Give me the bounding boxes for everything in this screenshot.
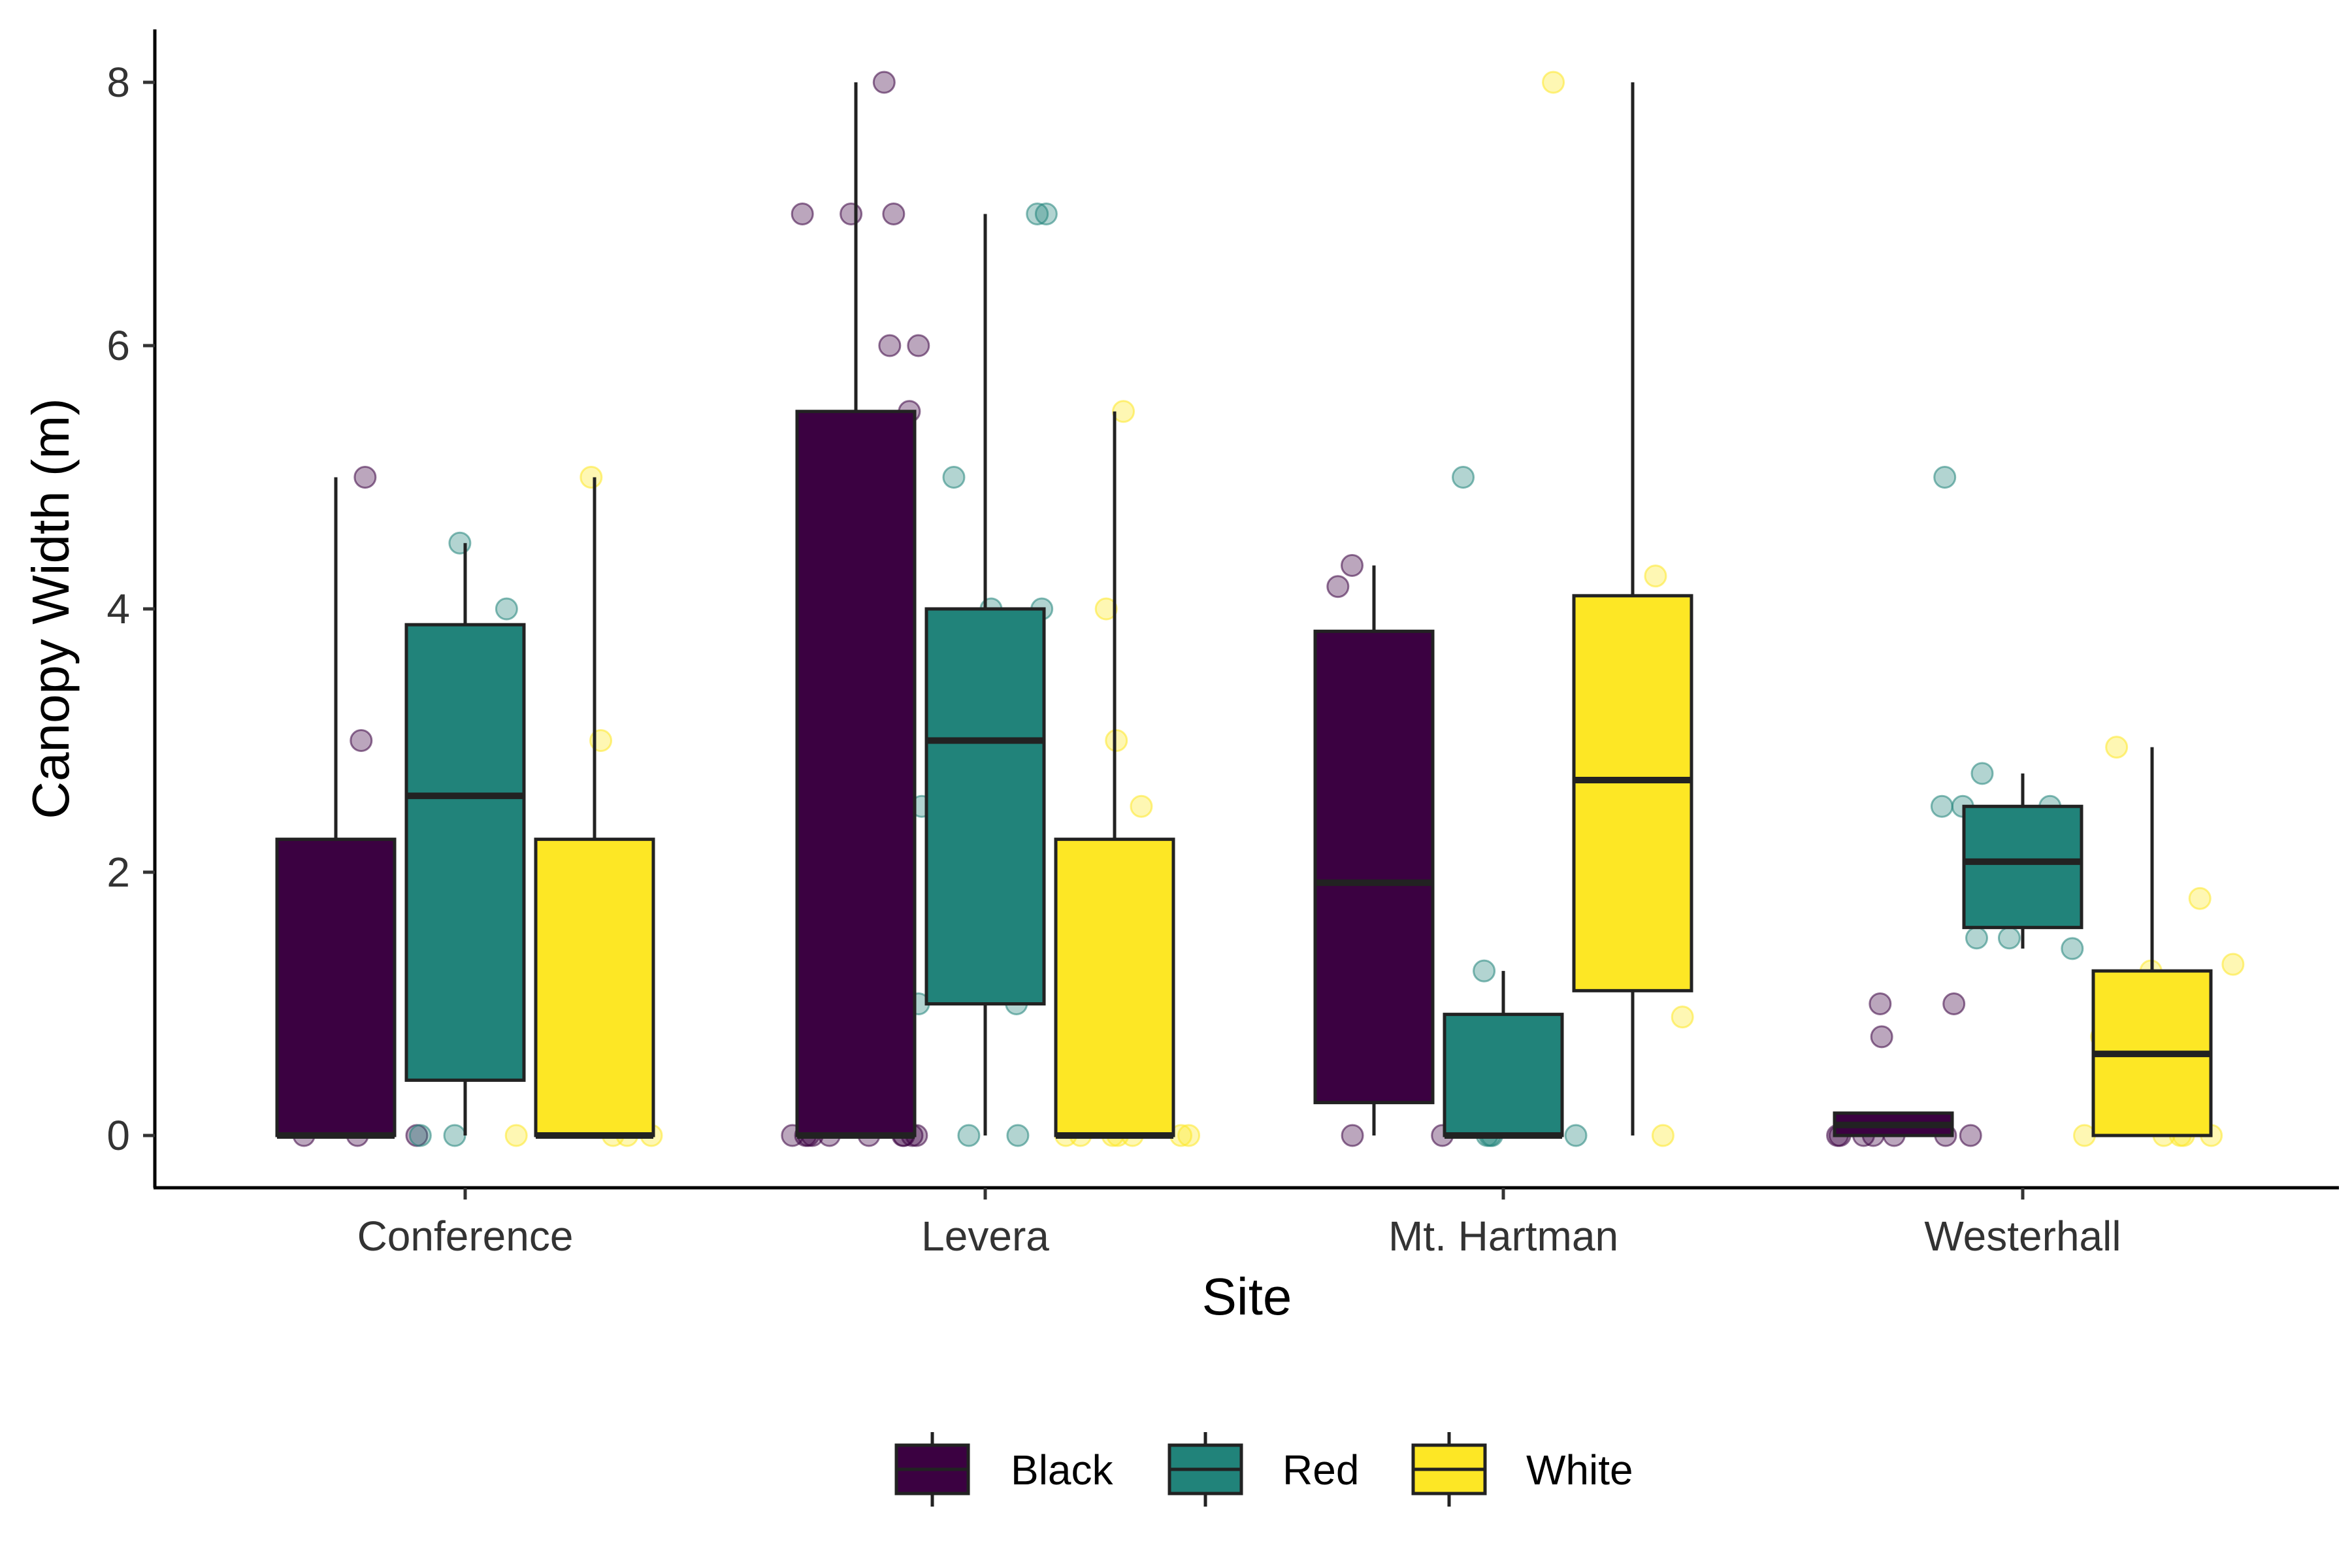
box-body (1313, 629, 1435, 1105)
boxes-layer (275, 82, 2213, 1139)
data-point (1006, 1124, 1030, 1147)
data-point (872, 71, 896, 94)
data-point (1965, 926, 1989, 950)
data-point (504, 1124, 528, 1147)
box-white (1054, 411, 1175, 1139)
data-point (1644, 564, 1667, 588)
data-point (1473, 959, 1496, 983)
data-point (408, 1124, 432, 1147)
data-point (1341, 1124, 1364, 1147)
legend-label: Red (1282, 1446, 1359, 1494)
x-axis-title: Site (1202, 1267, 1292, 1326)
box-body (1572, 594, 1693, 992)
data-point (448, 531, 472, 555)
box-body (275, 838, 397, 1137)
data-point (1970, 762, 1994, 785)
data-point (1997, 926, 2021, 950)
box-white (1572, 82, 1693, 1135)
data-point (1452, 466, 1475, 489)
data-point (840, 203, 863, 225)
data-point (882, 203, 906, 225)
data-point (907, 334, 930, 357)
data-point (1177, 1124, 1201, 1147)
data-point (353, 466, 377, 489)
data-point (1130, 794, 1153, 818)
y-tick-label: 6 (106, 322, 130, 369)
box-red (1962, 773, 2083, 949)
y-tick-label: 8 (106, 59, 130, 106)
y-axis-title: Canopy Width (m) (22, 398, 80, 819)
data-point (1034, 203, 1058, 225)
box-white (534, 477, 655, 1139)
data-point (878, 334, 902, 357)
data-point (1326, 575, 1350, 598)
box-black (275, 477, 397, 1139)
box-red (404, 543, 526, 1135)
data-point (1105, 729, 1128, 752)
y-tick-label: 2 (106, 849, 130, 896)
y-axis-ticks: 0 2 4 6 8 (106, 59, 155, 1159)
x-tick-label: Westerhall (1924, 1213, 2121, 1260)
box-body (1443, 1013, 1564, 1137)
data-point (1930, 794, 1953, 818)
box-red (924, 214, 1046, 1135)
data-point (942, 466, 966, 489)
y-tick-label: 0 (106, 1112, 130, 1159)
data-point (1959, 1124, 1982, 1147)
data-point (1942, 992, 1966, 1015)
box-red (1443, 971, 1564, 1139)
data-point (1870, 1025, 1893, 1049)
data-point (1869, 992, 1892, 1015)
x-tick-label: Conference (357, 1213, 574, 1260)
x-tick-label: Levera (921, 1213, 1049, 1260)
legend-item-black: Black (894, 1432, 1114, 1507)
legend-item-white: White (1411, 1432, 1633, 1507)
data-point (957, 1124, 981, 1147)
x-tick-label: Mt. Hartman (1388, 1213, 1618, 1260)
data-point (1651, 1124, 1674, 1147)
data-point (1671, 1005, 1694, 1029)
data-point (495, 597, 518, 621)
data-point (2061, 937, 2084, 960)
data-point (580, 466, 603, 489)
x-axis-ticks: Conference Levera Mt. Hartman Westerhall (357, 1188, 2121, 1260)
box-body (1962, 804, 2083, 930)
data-point (1026, 203, 1049, 225)
legend-item-red: Red (1168, 1432, 1359, 1507)
box-black (795, 82, 917, 1139)
data-point (1542, 71, 1565, 94)
box-body (924, 607, 1046, 1005)
data-point (1933, 466, 1957, 489)
box-body (534, 838, 655, 1137)
box-black (1313, 565, 1435, 1135)
data-point (1564, 1124, 1588, 1147)
data-point (2188, 887, 2212, 910)
legend-label: White (1526, 1446, 1633, 1494)
box-body (1054, 838, 1175, 1137)
legend-label: Black (1011, 1446, 1114, 1494)
data-point (1341, 554, 1364, 578)
y-tick-label: 4 (106, 585, 130, 632)
legend: Black Red White (894, 1432, 1633, 1507)
box-black (1833, 1111, 1954, 1137)
box-body (404, 623, 526, 1082)
data-point (350, 729, 373, 752)
data-point (791, 203, 814, 225)
data-point (2105, 736, 2129, 759)
data-point (443, 1124, 466, 1147)
box-white (2091, 747, 2213, 1137)
data-point (2221, 953, 2245, 976)
axes-layer: 0 2 4 6 8 Conference Levera Mt. Hartman Westerh… (106, 29, 2339, 1260)
box-body (795, 410, 917, 1137)
data-point (1094, 597, 1118, 621)
